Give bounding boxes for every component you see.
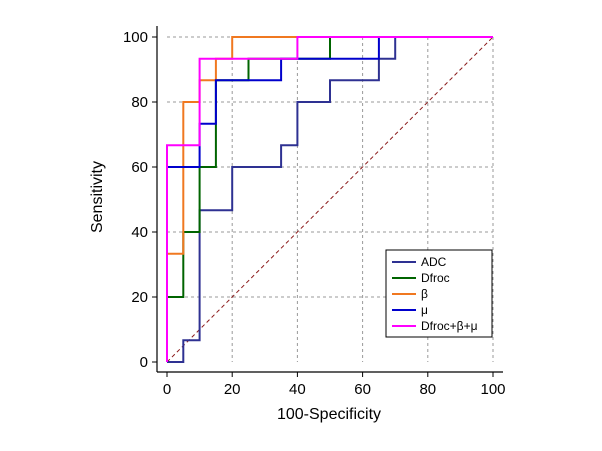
series-line-adc xyxy=(167,36,493,363)
x-tick-label: 20 xyxy=(224,381,241,398)
y-tick-label: 40 xyxy=(131,224,148,241)
x-tick-label: 0 xyxy=(163,381,171,398)
series-line- xyxy=(166,36,493,362)
x-tick-label: 100 xyxy=(480,381,505,398)
series-line-dfroc xyxy=(166,36,493,362)
y-axis-title: Sensitivity xyxy=(89,161,106,233)
y-tick-label: 0 xyxy=(140,354,148,371)
y-tick-label: 20 xyxy=(131,289,148,306)
x-tick-label: 80 xyxy=(419,381,436,398)
y-tick-label: 60 xyxy=(131,159,148,176)
x-tick-label: 40 xyxy=(289,381,306,398)
legend-label: Dfroc+β+μ xyxy=(421,319,478,333)
legend-label: Dfroc xyxy=(421,271,450,285)
series-lines xyxy=(166,36,493,363)
tick-labels: 0 20 40 60 80 100 0 20 40 60 80 100 xyxy=(123,29,506,398)
x-axis-title: 100-Specificity xyxy=(277,406,381,423)
y-tick-label: 80 xyxy=(131,94,148,111)
axes xyxy=(156,26,503,373)
x-tick-label: 60 xyxy=(354,381,371,398)
legend: ADC Dfroc βμ Dfroc+β+μ xyxy=(385,249,493,338)
legend-label: μ xyxy=(421,303,428,317)
legend-label: ADC xyxy=(421,255,447,269)
y-tick-label: 100 xyxy=(123,29,148,46)
legend-label: β xyxy=(421,287,428,301)
